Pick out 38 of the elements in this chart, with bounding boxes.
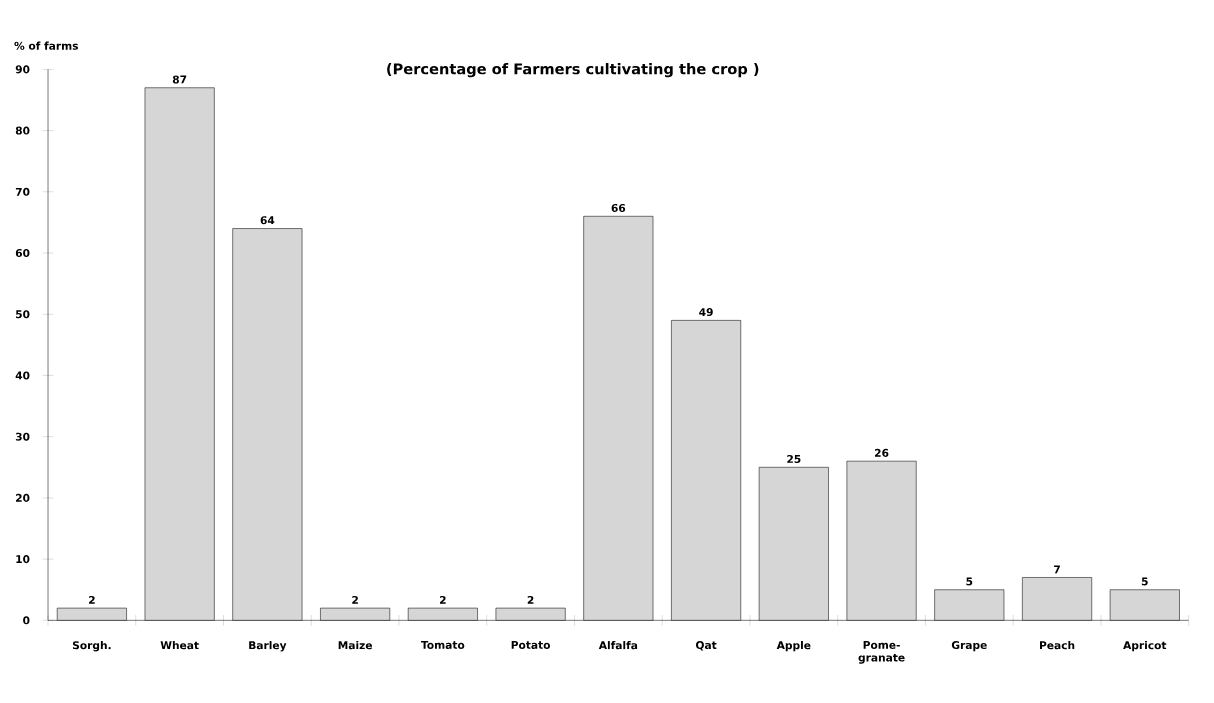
x-tick-label: Pome- granate [858, 641, 905, 664]
x-tick-label: Sorgh. [72, 641, 111, 652]
x-tick-label: Qat [695, 641, 717, 651]
chart-title: (Percentage of Farmers cultivating the crop ) [387, 63, 759, 78]
data-label: 5 [966, 577, 973, 586]
data-label: 87 [172, 75, 187, 84]
data-label: 26 [875, 448, 889, 457]
x-tick-label: Wheat [160, 641, 199, 650]
data-label: 49 [699, 308, 713, 317]
x-tick-label: Potato [511, 641, 551, 649]
data-label: 64 [260, 216, 275, 225]
y-axis-title: % of farms [14, 41, 78, 50]
data-label: 2 [89, 595, 95, 604]
data-label: 66 [611, 203, 626, 213]
y-tick-label: 30 [15, 432, 30, 441]
x-tick-label: Grape [951, 641, 987, 652]
data-label: 2 [352, 595, 358, 604]
data-label: 5 [1141, 577, 1148, 586]
x-tick-label: Tomato [421, 641, 465, 649]
data-label: 2 [440, 595, 446, 604]
y-tick-label: 60 [15, 248, 30, 258]
y-tick-label: 20 [16, 493, 30, 502]
data-label: 25 [787, 454, 801, 463]
x-tick-label: Apple [776, 641, 811, 652]
x-tick-label: Alfalfa [598, 641, 638, 650]
data-label: 7 [1054, 565, 1060, 574]
y-tick-label: 10 [16, 555, 30, 564]
y-tick-label: 40 [15, 371, 30, 380]
y-tick-label: 70 [15, 187, 30, 196]
x-tick-label: Peach [1040, 641, 1075, 650]
y-tick-label: 90 [15, 65, 30, 74]
y-tick-label: 80 [15, 126, 30, 135]
x-tick-label: Maize [338, 641, 373, 650]
x-tick-label: Apricot [1123, 641, 1167, 652]
y-tick-label: 50 [16, 310, 30, 319]
x-tick-label: Barley [249, 641, 287, 652]
data-label: 2 [527, 595, 534, 604]
y-tick-label: 0 [23, 616, 30, 625]
